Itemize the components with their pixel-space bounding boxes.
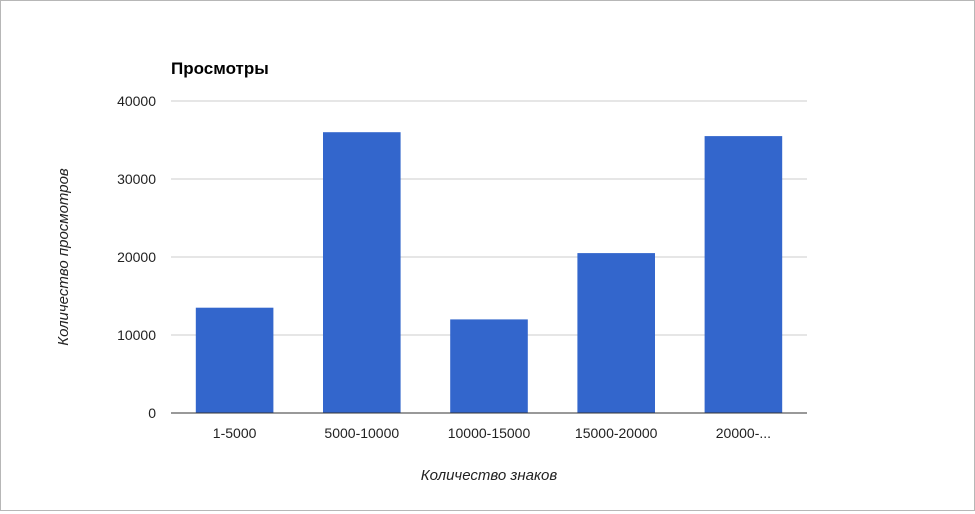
- y-tick-label: 30000: [117, 171, 156, 187]
- chart-title: Просмотры: [171, 59, 269, 78]
- y-axis-title: Количество просмотров: [55, 168, 72, 346]
- bar-1: [195, 307, 274, 413]
- x-axis-title: Количество знаков: [421, 467, 558, 484]
- bar-5: [704, 136, 783, 413]
- x-tick-label: 20000-...: [716, 425, 771, 441]
- y-tick-label: 10000: [117, 327, 156, 343]
- y-tick-label: 40000: [117, 93, 156, 109]
- bars: [195, 132, 783, 413]
- x-tick-label: 1-5000: [213, 425, 257, 441]
- y-axis-ticks: 0 10000 20000 30000 40000: [117, 93, 156, 421]
- x-tick-label: 10000-15000: [448, 425, 531, 441]
- y-tick-label: 0: [148, 405, 156, 421]
- x-tick-label: 5000-10000: [324, 425, 399, 441]
- y-tick-label: 20000: [117, 249, 156, 265]
- bar-3: [450, 319, 528, 413]
- x-tick-label: 15000-20000: [575, 425, 658, 441]
- bar-4: [577, 253, 655, 413]
- bar-2: [323, 132, 401, 413]
- x-axis-ticks: 1-5000 5000-10000 10000-15000 15000-20000 20…: [213, 425, 771, 441]
